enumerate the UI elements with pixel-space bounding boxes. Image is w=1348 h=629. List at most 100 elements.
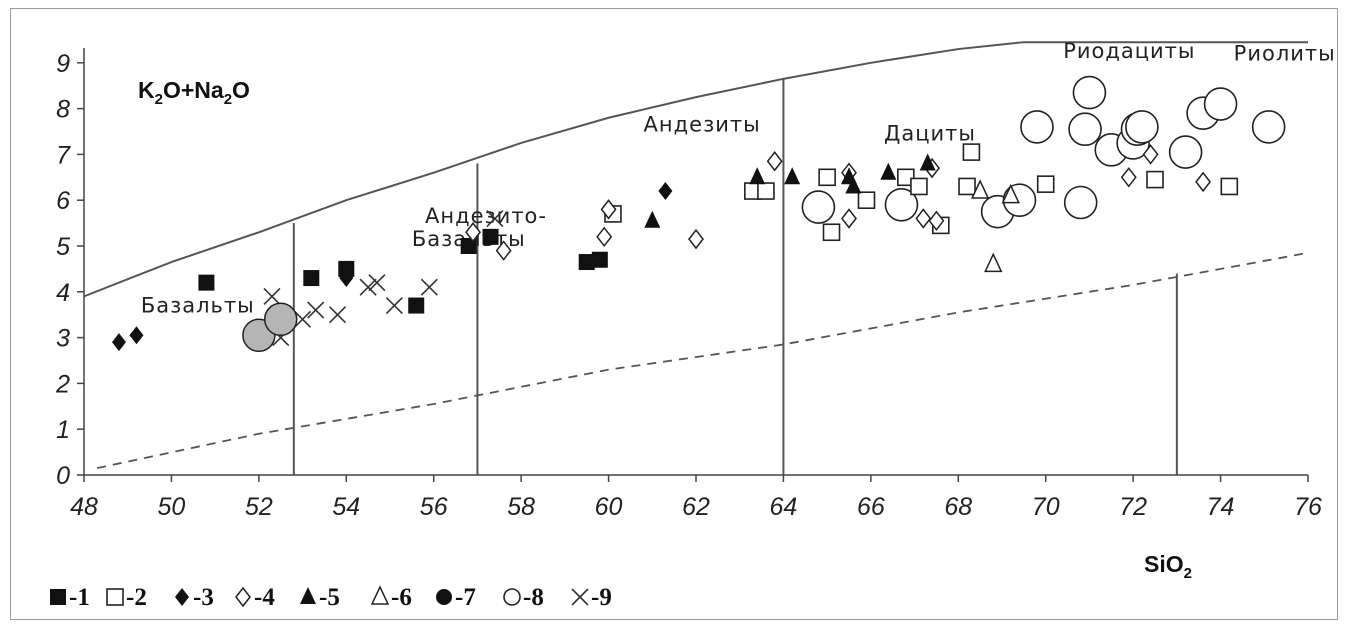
data-point-series-4 [915, 208, 932, 229]
legend-item-3: -3 [175, 584, 214, 611]
data-point-series-2 [1146, 170, 1164, 189]
data-point-series-2 [1036, 175, 1055, 193]
legend-marker [235, 586, 251, 608]
data-point-series-4 [766, 151, 783, 172]
legend-label: -8 [523, 584, 544, 611]
data-point-series-1 [198, 274, 215, 291]
legend-item-5: -5 [300, 584, 340, 611]
data-point-series-3 [658, 182, 673, 201]
data-point-series-2 [958, 177, 976, 196]
data-point-series-2 [757, 182, 775, 200]
y-tick-label: 8 [56, 96, 70, 124]
data-point-series-8 [1168, 135, 1203, 169]
data-point-series-4 [841, 208, 857, 229]
legend-marker [106, 588, 124, 606]
data-point-series-9 [359, 278, 377, 296]
x-axis-title: SiO2 [1144, 551, 1192, 582]
data-point-series-6 [1001, 183, 1020, 204]
chart-frame [10, 8, 1338, 620]
legend-marker [300, 587, 316, 604]
y-tick-label: 2 [55, 370, 70, 398]
axis-title-part: O [232, 77, 250, 103]
y-tick-label: 7 [56, 141, 71, 169]
axis-title-subscript: 2 [224, 91, 232, 108]
field-label: Риолиты [1234, 42, 1336, 66]
legend-item-8: -8 [503, 584, 544, 611]
data-point-series-9 [486, 209, 504, 228]
legend-marker [571, 588, 589, 606]
data-point-series-4 [1195, 171, 1212, 193]
data-point-series-2 [818, 168, 836, 187]
data-point-series-4 [600, 199, 617, 220]
data-point-series-5 [919, 153, 936, 171]
legend-item-4: -4 [235, 584, 275, 611]
field-label: Дациты [884, 122, 976, 146]
data-point-series-5 [644, 210, 661, 228]
data-point-series-4 [928, 210, 945, 232]
x-marker-stroke [420, 278, 438, 296]
y-tick-label: 1 [56, 416, 70, 444]
legend-marker [370, 585, 390, 605]
field-label: Базальты [141, 293, 255, 317]
data-point-series-8 [1072, 75, 1107, 110]
x-tick-label: 76 [1294, 493, 1322, 521]
legend-marker [175, 588, 189, 606]
data-point-series-2 [910, 177, 928, 196]
legend-label: -9 [591, 584, 612, 611]
axis-title-part: SiO [1144, 551, 1184, 577]
alkaline-divider-dashed-line [96, 251, 1309, 470]
data-point-series-2 [897, 168, 915, 187]
x-tick-label: 58 [507, 493, 535, 521]
data-point-series-6 [970, 179, 990, 199]
data-point-series-8 [884, 187, 919, 222]
x-marker-stroke [486, 209, 504, 228]
data-point-series-8 [1203, 87, 1238, 121]
data-point-series-8 [1251, 110, 1286, 144]
data-point-series-9 [307, 301, 325, 319]
field-label: Риодациты [1063, 39, 1195, 63]
axis-title-part: K [138, 77, 155, 103]
x-tick-label: 74 [1207, 493, 1235, 521]
y-axis-title: K2O+Na2O [138, 77, 250, 108]
legend-item-7: -7 [436, 584, 476, 611]
data-point-series-9 [294, 310, 312, 328]
axis-title-part: O+Na [163, 77, 224, 103]
x-marker-stroke [307, 301, 325, 319]
x-tick-label: 56 [420, 493, 448, 521]
data-point-series-4 [1120, 167, 1137, 188]
data-point-series-9 [385, 296, 403, 315]
data-point-series-3 [129, 326, 144, 345]
x-marker-stroke [294, 310, 312, 328]
data-point-series-9 [368, 274, 386, 292]
data-point-series-3 [111, 333, 126, 352]
data-point-series-4 [495, 240, 512, 261]
x-tick-label: 72 [1119, 493, 1147, 521]
data-point-series-1 [591, 251, 608, 268]
data-point-series-1 [578, 254, 595, 271]
y-tick-label: 4 [56, 279, 70, 307]
data-point-series-5 [784, 167, 801, 185]
data-point-series-1 [338, 260, 355, 277]
data-point-series-5 [880, 162, 897, 180]
data-point-series-6 [984, 252, 1003, 273]
y-tick-label: 9 [56, 50, 70, 78]
data-point-series-3 [339, 269, 354, 288]
legend-marker [50, 589, 66, 605]
x-marker-stroke [263, 287, 281, 305]
legend-item-1: -1 [50, 584, 90, 611]
legend-item-9: -9 [571, 584, 612, 611]
field-label: Андезито- [425, 204, 547, 228]
y-tick-label: 0 [56, 462, 70, 490]
legend-label: -4 [254, 584, 275, 611]
data-point-series-4 [688, 228, 704, 250]
data-point-series-9 [420, 278, 438, 296]
data-point-series-8 [1020, 110, 1054, 144]
axis-title-subscript: 2 [1184, 565, 1192, 582]
axis-title-subscript: 2 [155, 91, 163, 108]
data-point-series-4 [465, 222, 482, 243]
x-marker-stroke [368, 274, 386, 292]
legend-item-2: -2 [106, 584, 147, 611]
legend-label: -5 [319, 584, 340, 611]
data-point-series-2 [822, 223, 841, 242]
